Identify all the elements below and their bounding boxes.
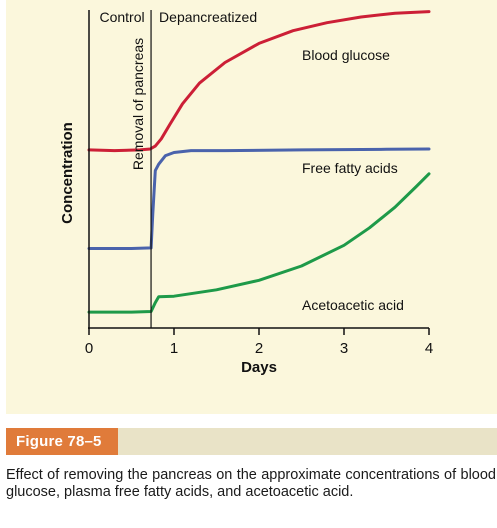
x-tick-label: 3 <box>340 340 348 357</box>
chart-panel <box>6 0 497 414</box>
blood-glucose-line <box>87 10 431 153</box>
x-tick-label: 0 <box>85 340 93 357</box>
free-fatty-acids-label: Free fatty acids <box>302 160 398 176</box>
x-tick-layer: 0 1 2 3 4 <box>85 328 433 357</box>
y-axis-title: Concentration <box>59 122 76 224</box>
figure-number: Figure 78–5 <box>6 428 118 455</box>
figure-caption: Effect of removing the pancreas on the a… <box>6 467 496 500</box>
x-tick-label: 1 <box>170 340 178 357</box>
x-tick-label: 2 <box>255 340 263 357</box>
depancreatized-phase-label: Depancreatized <box>159 9 257 25</box>
x-axis-title: Days <box>241 359 277 376</box>
control-phase-label: Control <box>99 9 144 25</box>
blood-glucose-label: Blood glucose <box>302 47 390 63</box>
acetoacetic-acid-line <box>87 172 431 314</box>
chart: 0 1 2 3 4 Control Depancreatized Removal of … <box>59 9 433 376</box>
acetoacetic-acid-label: Acetoacetic acid <box>302 297 404 313</box>
pancreas-removal-label: Removal of pancreas <box>130 38 146 170</box>
figure-label-bar: Figure 78–5 <box>6 428 497 455</box>
x-tick-label: 4 <box>425 340 433 357</box>
